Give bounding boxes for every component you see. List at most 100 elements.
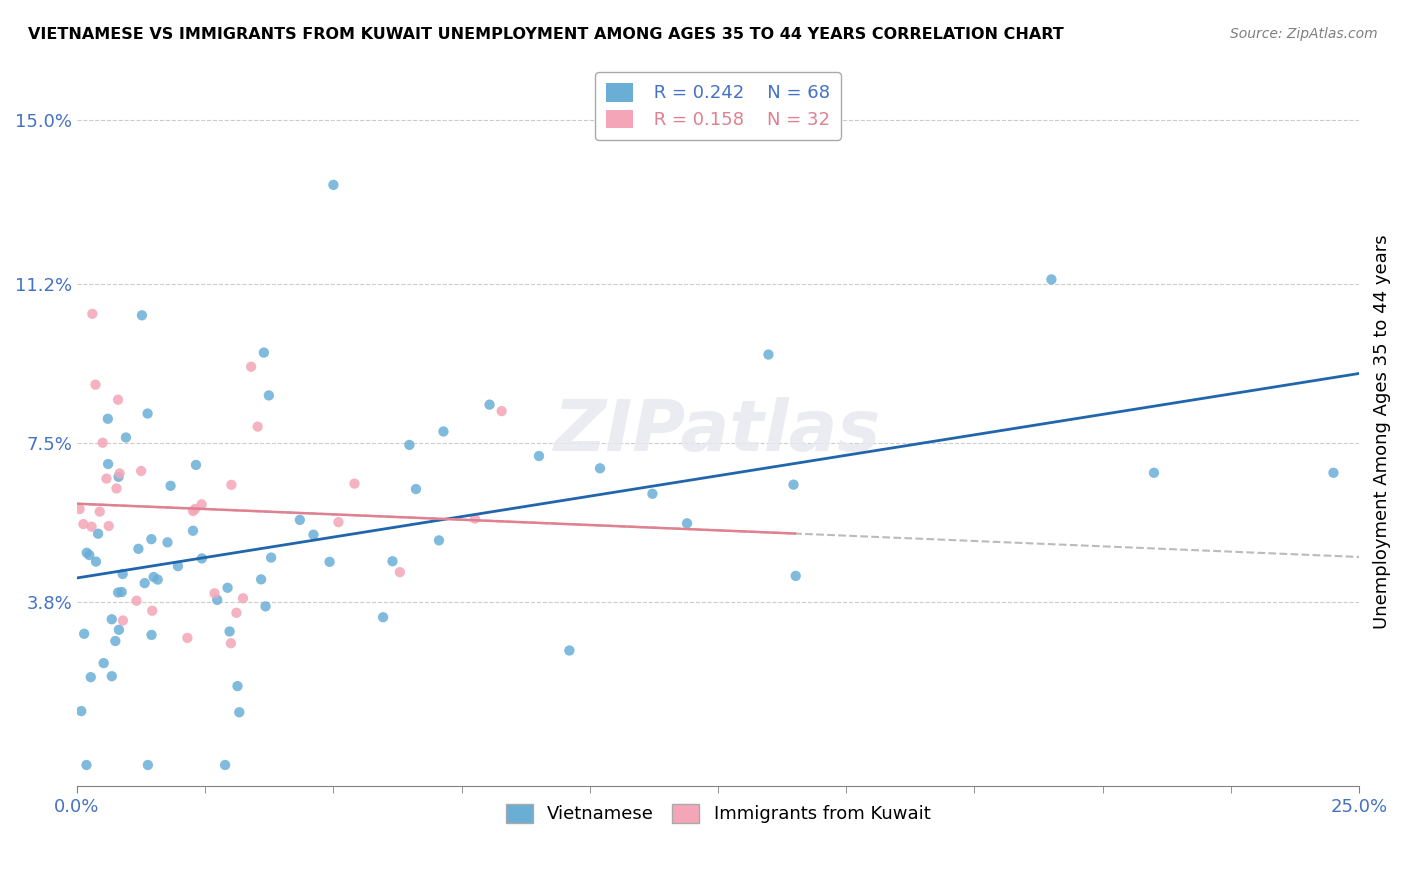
Point xyxy=(136,407,159,421)
Point xyxy=(146,573,169,587)
Point xyxy=(80,670,103,684)
Point xyxy=(218,624,240,639)
Point xyxy=(782,477,804,491)
Point xyxy=(108,467,131,481)
Point xyxy=(228,705,250,719)
Point xyxy=(219,636,242,650)
Point xyxy=(111,585,134,599)
Point xyxy=(107,585,129,599)
Point xyxy=(111,566,134,581)
Point xyxy=(381,554,404,568)
Point xyxy=(97,411,120,425)
Point xyxy=(205,593,228,607)
Point xyxy=(641,487,664,501)
Point xyxy=(76,546,98,560)
Point xyxy=(108,623,131,637)
Point xyxy=(260,550,283,565)
Point xyxy=(322,178,344,192)
Point xyxy=(136,758,159,772)
Text: Source: ZipAtlas.com: Source: ZipAtlas.com xyxy=(1230,27,1378,41)
Point xyxy=(91,435,114,450)
Point xyxy=(141,604,163,618)
Point xyxy=(134,576,156,591)
Point xyxy=(246,419,269,434)
Point xyxy=(87,526,110,541)
Point xyxy=(1143,466,1166,480)
Point xyxy=(142,570,165,584)
Point xyxy=(141,532,163,546)
Point xyxy=(190,497,212,511)
Point xyxy=(221,478,243,492)
Point xyxy=(328,515,350,529)
Point xyxy=(464,511,486,525)
Point xyxy=(82,307,104,321)
Point xyxy=(181,504,204,518)
Point xyxy=(101,669,124,683)
Point xyxy=(1040,272,1063,286)
Point xyxy=(288,513,311,527)
Point xyxy=(167,559,190,574)
Text: ZIPatlas: ZIPatlas xyxy=(554,398,882,467)
Legend: Vietnamese, Immigrants from Kuwait: Vietnamese, Immigrants from Kuwait xyxy=(495,793,941,834)
Point xyxy=(107,470,129,484)
Point xyxy=(250,573,273,587)
Point xyxy=(785,569,807,583)
Point xyxy=(80,519,103,533)
Y-axis label: Unemployment Among Ages 35 to 44 years: Unemployment Among Ages 35 to 44 years xyxy=(1374,235,1391,629)
Point xyxy=(76,758,98,772)
Point xyxy=(159,479,181,493)
Point xyxy=(318,555,340,569)
Point xyxy=(405,482,427,496)
Point xyxy=(427,533,450,548)
Point xyxy=(72,517,94,532)
Point xyxy=(240,359,263,374)
Point xyxy=(181,524,204,538)
Point xyxy=(96,472,118,486)
Point xyxy=(302,527,325,541)
Point xyxy=(111,614,134,628)
Point xyxy=(69,502,91,516)
Point xyxy=(127,541,149,556)
Point xyxy=(232,591,254,606)
Point xyxy=(558,643,581,657)
Point xyxy=(589,461,612,475)
Point xyxy=(70,704,93,718)
Point xyxy=(184,458,207,472)
Point xyxy=(101,612,124,626)
Point xyxy=(115,430,138,444)
Point xyxy=(84,377,107,392)
Point xyxy=(478,398,501,412)
Point xyxy=(77,548,100,562)
Point xyxy=(254,599,277,614)
Point xyxy=(676,516,699,531)
Point xyxy=(398,438,420,452)
Point xyxy=(432,425,454,439)
Point xyxy=(73,627,96,641)
Point xyxy=(129,464,152,478)
Point xyxy=(156,535,179,549)
Point xyxy=(527,449,550,463)
Point xyxy=(84,555,107,569)
Point xyxy=(371,610,394,624)
Point xyxy=(97,519,120,533)
Point xyxy=(89,505,111,519)
Point xyxy=(125,593,148,607)
Point xyxy=(97,457,120,471)
Point xyxy=(176,631,198,645)
Point xyxy=(225,606,247,620)
Point xyxy=(184,502,207,516)
Point xyxy=(141,628,163,642)
Point xyxy=(131,308,153,322)
Point xyxy=(343,476,366,491)
Point xyxy=(93,656,115,670)
Point xyxy=(104,634,127,648)
Point xyxy=(105,482,128,496)
Point xyxy=(107,392,129,407)
Point xyxy=(226,679,249,693)
Point xyxy=(217,581,239,595)
Point xyxy=(191,551,214,566)
Point xyxy=(491,404,513,418)
Point xyxy=(214,758,236,772)
Point xyxy=(758,347,780,361)
Text: VIETNAMESE VS IMMIGRANTS FROM KUWAIT UNEMPLOYMENT AMONG AGES 35 TO 44 YEARS CORR: VIETNAMESE VS IMMIGRANTS FROM KUWAIT UNE… xyxy=(28,27,1064,42)
